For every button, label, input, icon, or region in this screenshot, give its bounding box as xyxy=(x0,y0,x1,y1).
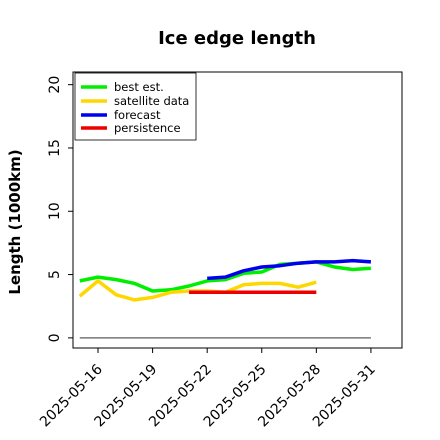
series-layer xyxy=(78,258,372,339)
legend-label-satellite-data: satellite data xyxy=(114,94,189,108)
y-ticks: 0 5 10 15 20 xyxy=(47,76,73,342)
y-tick-label: 0 xyxy=(47,333,63,342)
legend: best est. satellite data forecast persis… xyxy=(74,72,197,141)
y-tick-label: 10 xyxy=(47,202,63,220)
y-axis-label: Length (1000km) xyxy=(6,149,24,294)
series-line-forecast xyxy=(207,258,372,281)
y-tick-label: 15 xyxy=(47,139,63,157)
legend-label-forecast: forecast xyxy=(114,108,161,122)
legend-label-persistence: persistence xyxy=(114,121,181,135)
y-tick-label: 5 xyxy=(47,270,63,279)
legend-label-best-est: best est. xyxy=(114,80,164,94)
chart-title: Ice edge length xyxy=(158,28,316,49)
plot-area-frame xyxy=(72,71,403,349)
x-ticks: 2025-05-162025-05-192025-05-222025-05-25… xyxy=(37,348,379,430)
y-tick-label: 20 xyxy=(47,76,63,94)
